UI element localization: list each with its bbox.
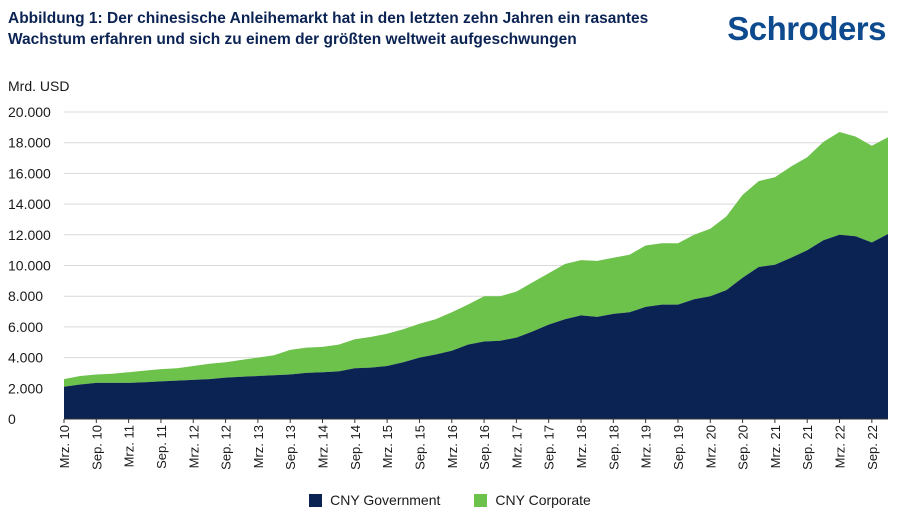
- y-tick-label: 0: [8, 411, 16, 427]
- x-tick-label: Sep. 21: [800, 425, 815, 470]
- x-tick-label: Sep. 22: [865, 425, 880, 470]
- y-tick-label: 12.000: [8, 227, 51, 243]
- series-area-cny-government: [64, 234, 888, 419]
- legend-label-government: CNY Government: [330, 492, 441, 508]
- x-tick-label: Mrz. 20: [703, 425, 718, 468]
- x-tick-label: Sep. 14: [348, 425, 363, 470]
- y-tick-label: 8.000: [8, 288, 43, 304]
- legend-label-corporate: CNY Corporate: [495, 492, 591, 508]
- x-tick-label: Sep. 11: [154, 425, 169, 469]
- x-tick-label: Sep. 10: [89, 425, 104, 470]
- x-tick-label: Mrz. 19: [639, 425, 654, 468]
- y-tick-label: 10.000: [8, 258, 51, 274]
- x-tick-label: Sep. 19: [671, 425, 686, 470]
- schroders-logo: Schroders: [727, 10, 886, 47]
- x-tick-label: Mrz. 10: [57, 425, 72, 468]
- x-tick-label: Mrz. 22: [833, 425, 848, 468]
- legend-swatch-corporate: [474, 493, 488, 507]
- x-tick-label: Mrz. 16: [445, 425, 460, 468]
- x-tick-label: Mrz. 11: [122, 425, 137, 467]
- x-tick-label: Sep. 16: [477, 425, 492, 470]
- x-tick-label: Mrz. 13: [251, 425, 266, 468]
- legend-item-government: CNY Government: [309, 492, 440, 508]
- y-tick-label: 6.000: [8, 319, 43, 335]
- y-axis-unit-label: Mrd. USD: [8, 78, 70, 94]
- chart-legend: CNY Government CNY Corporate: [0, 492, 900, 508]
- y-tick-label: 18.000: [8, 135, 51, 151]
- legend-item-corporate: CNY Corporate: [474, 492, 591, 508]
- y-tick-label: 2.000: [8, 380, 43, 396]
- x-tick-label: Sep. 12: [219, 425, 234, 470]
- y-tick-label: 20.000: [8, 104, 51, 120]
- x-tick-label: Mrz. 12: [186, 425, 201, 468]
- x-tick-label: Mrz. 17: [509, 425, 524, 468]
- y-tick-label: 14.000: [8, 196, 51, 212]
- x-tick-label: Mrz. 18: [574, 425, 589, 468]
- chart-title: Abbildung 1: Der chinesische Anleihemark…: [8, 10, 649, 48]
- x-tick-label: Sep. 15: [412, 425, 427, 470]
- x-tick-label: Mrz. 21: [768, 425, 783, 468]
- x-tick-label: Sep. 17: [542, 425, 557, 470]
- y-tick-label: 4.000: [8, 350, 43, 366]
- series-area-cny-corporate: [64, 132, 888, 387]
- x-tick-label: Sep. 13: [283, 425, 298, 470]
- y-tick-label: 16.000: [8, 165, 51, 181]
- legend-swatch-government: [309, 493, 323, 507]
- x-tick-label: Sep. 18: [606, 425, 621, 470]
- x-tick-label: Mrz. 14: [316, 425, 331, 468]
- x-tick-label: Sep. 20: [736, 425, 751, 470]
- x-tick-label: Mrz. 15: [380, 425, 395, 468]
